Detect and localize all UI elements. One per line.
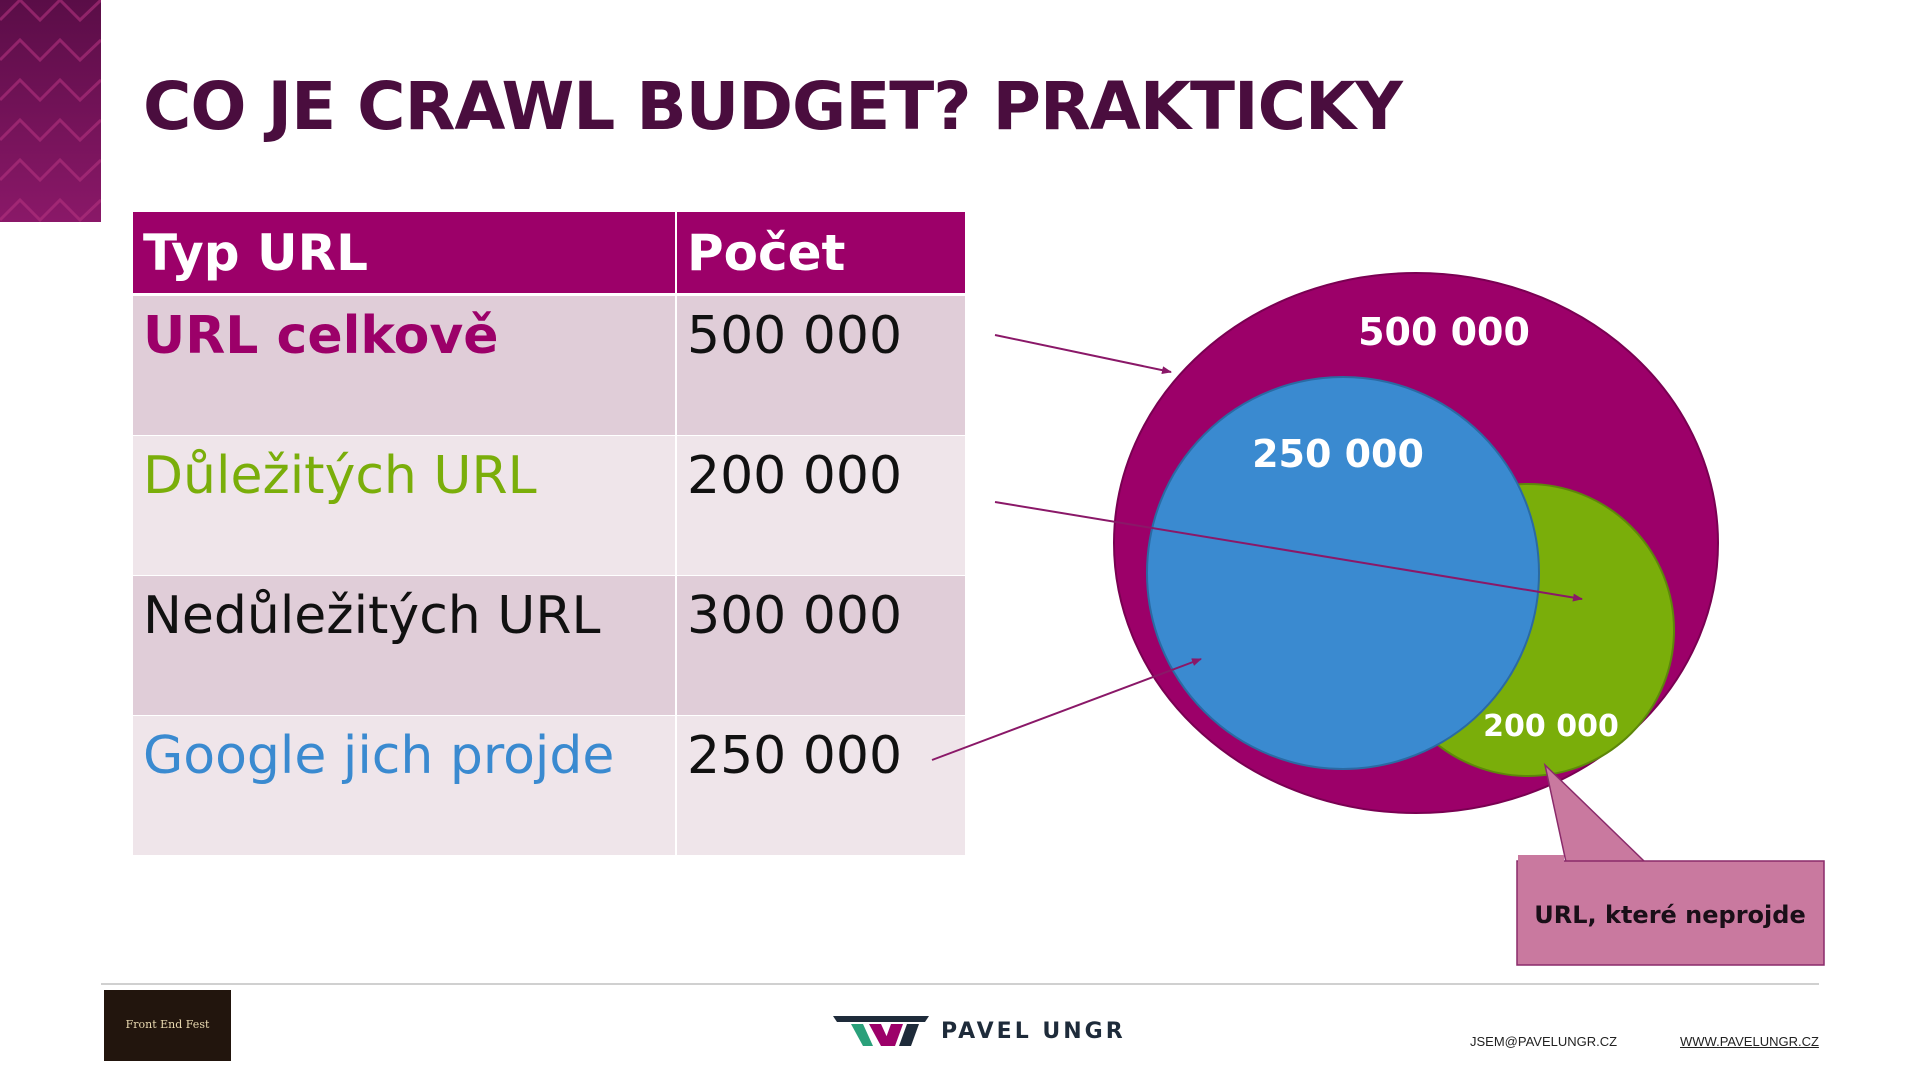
table-row: Google jich projde 250 000 xyxy=(133,716,965,856)
arrow-total xyxy=(994,334,1172,375)
callout-not-crawled: URL, které neprojde xyxy=(1516,762,1825,966)
row-label-crawled: Google jich projde xyxy=(133,716,675,856)
arrow-crawled xyxy=(931,658,1202,761)
brand-logo: PAVEL UNGR xyxy=(833,1014,1126,1048)
footer-website-link[interactable]: WWW.PAVELUNGR.CZ xyxy=(1680,1034,1819,1049)
table-row: URL celkově 500 000 xyxy=(133,296,965,436)
corner-decoration xyxy=(0,0,101,222)
event-logo-text: Front End Fest xyxy=(125,1018,210,1032)
callout-label: URL, které neprojde xyxy=(1534,901,1805,929)
footer-email: JSEM@PAVELUNGR.CZ xyxy=(1470,1034,1618,1049)
total-urls-circle xyxy=(1113,272,1719,814)
important-urls-label: 200 000 xyxy=(1483,709,1619,744)
table-row: Nedůležitých URL 300 000 xyxy=(133,576,965,716)
total-urls-label: 500 000 xyxy=(1358,310,1530,354)
important-urls-circle xyxy=(1381,483,1675,777)
table-row: Důležitých URL 200 000 xyxy=(133,436,965,576)
url-count-table: Typ URL Počet URL celkově 500 000 Důleži… xyxy=(133,212,965,856)
row-value-crawled: 250 000 xyxy=(675,716,965,856)
row-label-important: Důležitých URL xyxy=(133,436,675,576)
arrow-important xyxy=(994,501,1583,602)
footer-divider xyxy=(101,983,1819,985)
crawled-urls-label: 250 000 xyxy=(1252,432,1424,476)
page-title: CO JE CRAWL BUDGET? PRAKTICKY xyxy=(143,68,1403,145)
column-header-count: Počet xyxy=(675,212,965,296)
column-header-type: Typ URL xyxy=(133,212,675,296)
table-header-row: Typ URL Počet xyxy=(133,212,965,296)
brand-mark-icon xyxy=(833,1016,929,1046)
row-value-unimportant: 300 000 xyxy=(675,576,965,716)
row-label-unimportant: Nedůležitých URL xyxy=(133,576,675,716)
brand-name: PAVEL UNGR xyxy=(941,1018,1126,1044)
row-value-total: 500 000 xyxy=(675,296,965,436)
crawled-urls-circle xyxy=(1146,376,1540,770)
event-logo: Front End Fest xyxy=(104,990,231,1061)
row-label-total: URL celkově xyxy=(133,296,675,436)
row-value-important: 200 000 xyxy=(675,436,965,576)
